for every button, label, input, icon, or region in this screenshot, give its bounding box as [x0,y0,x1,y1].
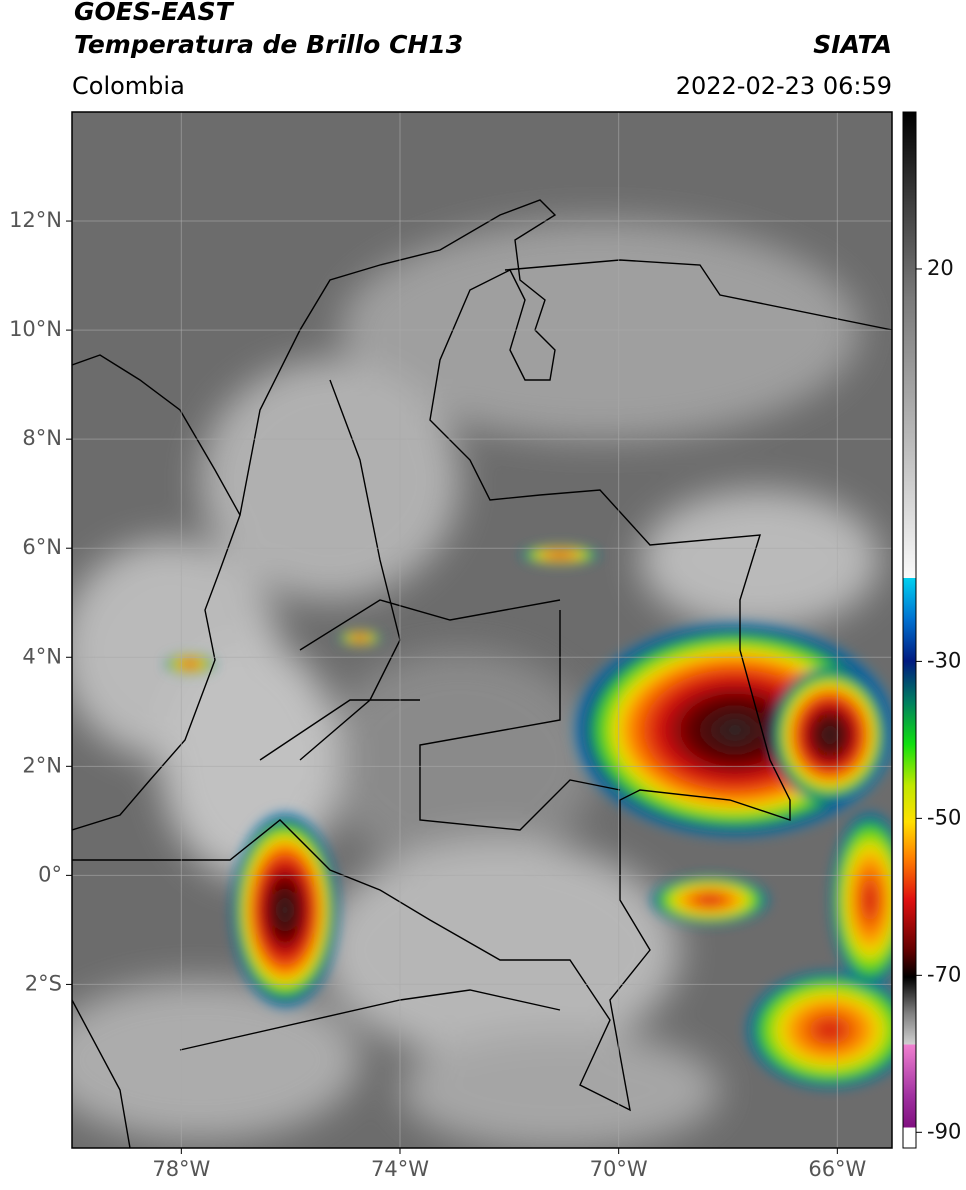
borders [72,199,892,1148]
colorbar-tick-label: 20 [927,256,954,280]
region: Colombia [72,72,185,100]
map-frame [71,111,893,1149]
title-line-1: GOES-EAST [74,0,235,26]
colorbar [902,111,917,1149]
x-tick-label: 66°W [808,1157,866,1181]
y-tick-label: 2°N [22,753,62,777]
colorbar-tick-label: -50 [927,805,961,829]
x-tick-label: 78°W [152,1157,210,1181]
x-tick-label: 74°W [371,1157,429,1181]
satellite-image [72,112,892,1148]
title-line-2: Temperatura de Brillo CH13 [74,30,463,59]
y-tick-label: 8°N [22,426,62,450]
y-tick-label: 4°N [22,644,62,668]
y-tick-label: 6°N [22,535,62,559]
y-tick-label: 2°S [25,971,62,995]
colorbar-tick-label: -70 [927,962,961,986]
y-tick-label: 0° [38,862,62,886]
timestamp: 2022-02-23 06:59 [676,72,892,100]
y-tick-label: 12°N [9,208,62,232]
y-tick-label: 10°N [9,317,62,341]
colorbar-tick-label: -90 [927,1119,961,1143]
colorbar-tick-label: -30 [927,648,961,672]
source: SIATA [813,30,892,59]
x-tick-label: 70°W [590,1157,648,1181]
